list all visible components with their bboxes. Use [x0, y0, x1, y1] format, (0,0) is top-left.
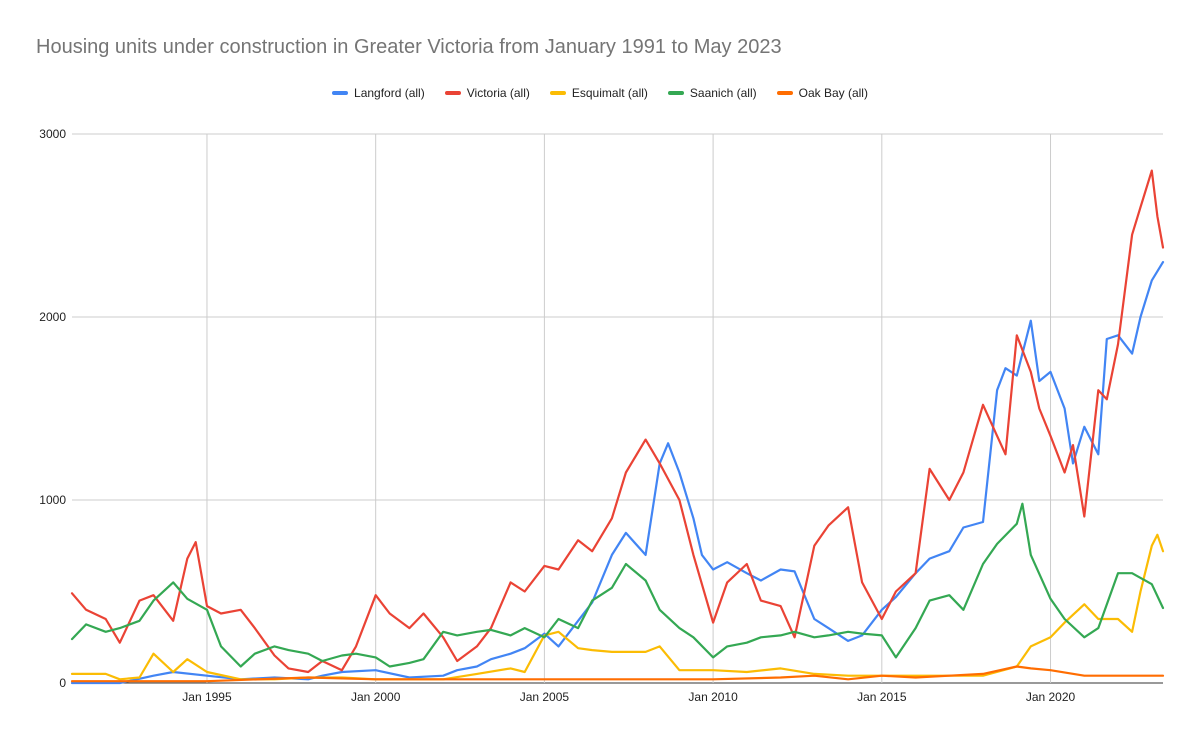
x-tick-label: Jan 2010	[688, 690, 738, 704]
y-tick-label: 2000	[39, 310, 66, 324]
x-tick-label: Jan 1995	[182, 690, 232, 704]
chart-title: Housing units under construction in Grea…	[36, 36, 782, 58]
series-line-4	[70, 502, 1165, 668]
legend-item-4: Saanich (all)	[667, 86, 757, 100]
x-tick-label: Jan 2000	[351, 690, 401, 704]
y-tick-label: 1000	[39, 493, 66, 507]
legend-label: Esquimalt (all)	[571, 86, 648, 100]
series-line-1	[70, 261, 1165, 685]
legend-label: Victoria (all)	[466, 86, 530, 100]
x-tick-label: Jan 2020	[1026, 690, 1076, 704]
legend-label: Saanich (all)	[689, 86, 757, 100]
x-tick-label: Jan 2015	[857, 690, 907, 704]
x-tick-label: Jan 2005	[520, 690, 570, 704]
series-line-3	[70, 533, 1165, 681]
legend-item-5: Oak Bay (all)	[776, 86, 868, 100]
legend-swatch	[549, 91, 566, 95]
legend: Langford (all) Victoria (all) Esquimalt (a…	[0, 86, 1200, 100]
legend-swatch	[667, 91, 684, 95]
legend-label: Oak Bay (all)	[798, 86, 868, 100]
series-line-2	[70, 169, 1165, 674]
series-line-5	[70, 665, 1165, 683]
legend-item-2: Victoria (all)	[444, 86, 530, 100]
legend-swatch	[332, 91, 349, 95]
y-tick-label: 0	[59, 676, 66, 690]
y-tick-label: 3000	[39, 127, 66, 141]
legend-item-3: Esquimalt (all)	[549, 86, 648, 100]
legend-swatch	[776, 91, 793, 95]
legend-swatch	[444, 91, 461, 95]
legend-item-1: Langford (all)	[332, 86, 425, 100]
legend-label: Langford (all)	[354, 86, 425, 100]
